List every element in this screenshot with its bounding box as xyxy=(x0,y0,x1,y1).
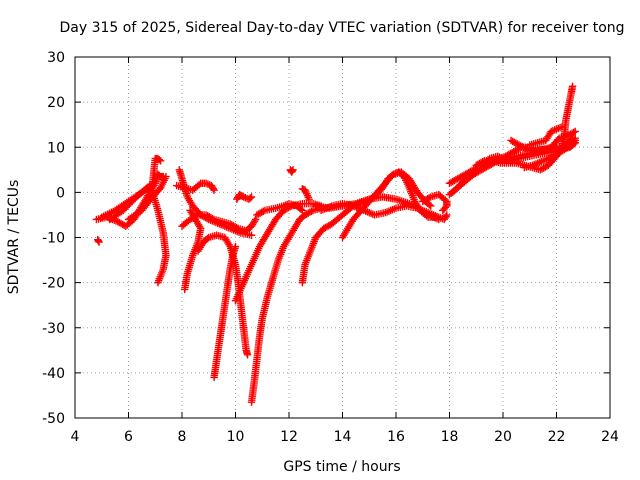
data-point xyxy=(162,172,170,181)
data-point xyxy=(558,123,566,131)
y-tick-label: -20 xyxy=(42,276,65,292)
series-arc-11 xyxy=(210,242,240,382)
series-arc-2 xyxy=(94,236,103,246)
data-point xyxy=(243,351,252,359)
x-tick-label: 8 xyxy=(178,429,187,445)
series-arc-30 xyxy=(520,136,579,172)
x-tick-label: 4 xyxy=(71,429,80,445)
x-tick-label: 18 xyxy=(441,429,459,445)
tick-marks xyxy=(74,56,611,419)
series-arc-13 xyxy=(247,204,325,406)
data-point xyxy=(210,186,218,194)
data-point xyxy=(571,127,579,136)
x-tick-label: 12 xyxy=(280,429,298,445)
data-point xyxy=(568,82,577,91)
x-tick-label: 10 xyxy=(227,429,245,445)
data-point xyxy=(427,202,435,210)
data-point xyxy=(247,193,256,201)
series-arc-18 xyxy=(298,185,313,203)
y-tick-label: 20 xyxy=(47,95,65,111)
data-point xyxy=(246,194,254,202)
series-arc-5 xyxy=(124,172,170,224)
y-tick-label: 30 xyxy=(47,50,65,66)
data-point xyxy=(439,206,447,215)
data-point xyxy=(289,166,297,174)
x-tick-label: 6 xyxy=(124,429,133,445)
data-point xyxy=(305,195,313,203)
y-tick-label: 0 xyxy=(56,185,65,201)
series-arc-16 xyxy=(286,166,297,176)
series-arc-14 xyxy=(231,199,325,305)
data-point xyxy=(298,206,307,215)
series-arc-8 xyxy=(172,179,218,194)
series-arc-12 xyxy=(233,190,256,203)
series-arc-21 xyxy=(312,193,451,224)
plot-frame xyxy=(74,56,611,419)
series-arc-17 xyxy=(298,168,440,287)
y-axis-label: SDTVAR / TECUs xyxy=(6,180,22,295)
y-tick-label: -10 xyxy=(42,231,65,247)
y-tick-labels: -50 -40 -30 -20 -10 0 10 20 30 xyxy=(42,50,65,427)
y-tick-label: -40 xyxy=(42,366,65,382)
data-point xyxy=(251,215,260,224)
series-arc-7 xyxy=(175,166,256,239)
series-arc-4 xyxy=(106,184,170,287)
data-series xyxy=(92,82,579,406)
data-point xyxy=(180,285,189,294)
series-arc-9 xyxy=(180,206,205,294)
x-tick-label: 20 xyxy=(494,429,512,445)
data-point xyxy=(443,211,451,219)
x-tick-label: 22 xyxy=(548,429,566,445)
x-tick-labels: 4 6 8 10 12 14 16 18 20 22 24 xyxy=(71,429,619,445)
data-point xyxy=(571,136,579,145)
series-arc-29 xyxy=(558,82,577,151)
y-tick-label: -30 xyxy=(42,321,65,337)
data-point xyxy=(247,231,256,239)
data-point xyxy=(231,242,240,251)
data-point xyxy=(156,157,165,165)
chart-title: Day 315 of 2025, Sidereal Day-to-day VTE… xyxy=(59,20,624,36)
series-arc-28 xyxy=(526,123,566,149)
y-tick-label: 10 xyxy=(47,140,65,156)
y-tick-label: -50 xyxy=(42,411,65,427)
x-tick-label: 24 xyxy=(601,429,619,445)
series-arc-15 xyxy=(253,199,307,219)
data-point xyxy=(154,278,162,287)
series-arc-22 xyxy=(419,190,451,215)
x-tick-label: 14 xyxy=(334,429,352,445)
x-axis-label: GPS time / hours xyxy=(283,459,400,475)
x-tick-label: 16 xyxy=(387,429,405,445)
data-point xyxy=(95,238,103,246)
